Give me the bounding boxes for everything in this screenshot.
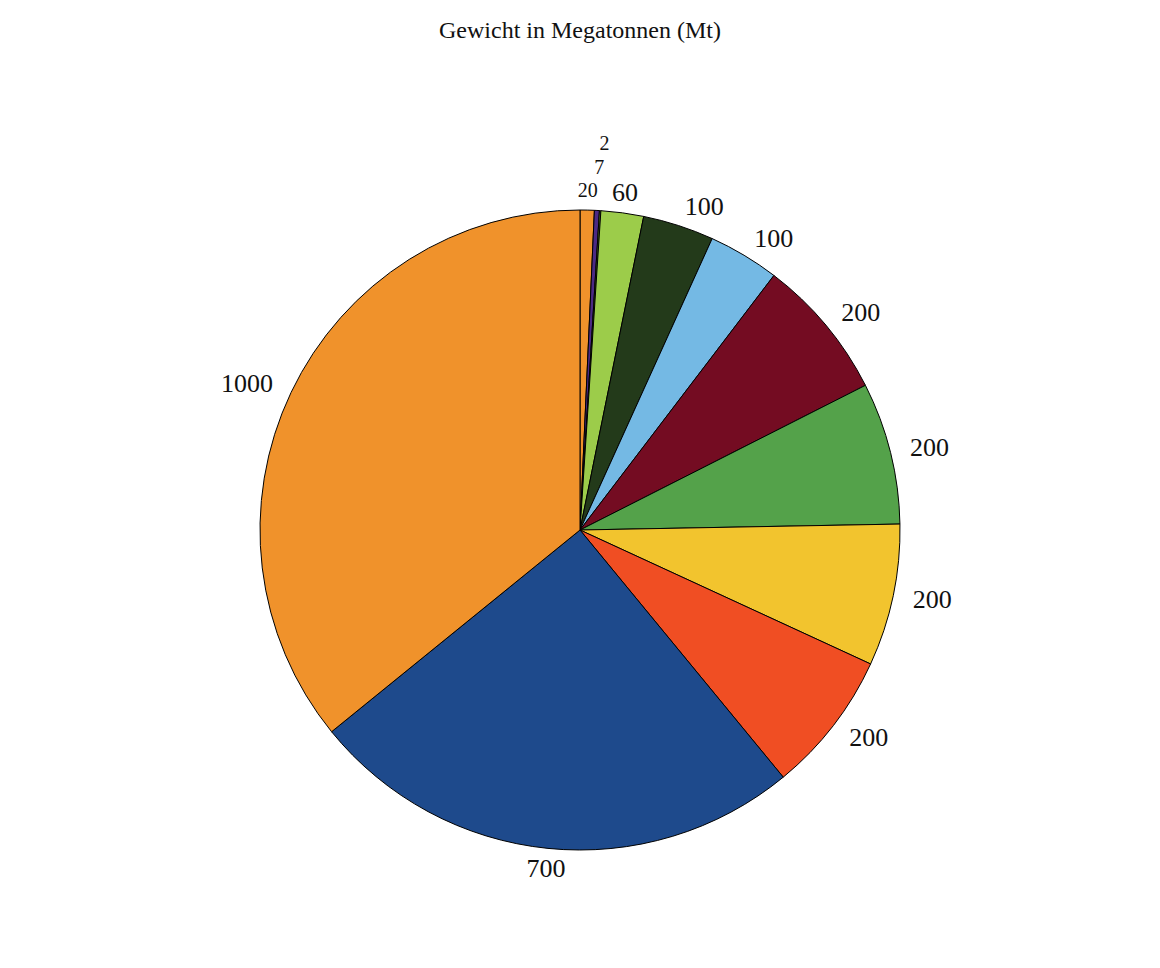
svg-text:200: 200 bbox=[849, 723, 888, 752]
svg-text:2: 2 bbox=[599, 132, 609, 154]
svg-text:700: 700 bbox=[526, 854, 565, 883]
svg-text:200: 200 bbox=[841, 298, 880, 327]
svg-text:60: 60 bbox=[612, 178, 638, 207]
svg-text:100: 100 bbox=[754, 224, 793, 253]
svg-text:100: 100 bbox=[685, 192, 724, 221]
svg-text:200: 200 bbox=[913, 585, 952, 614]
svg-text:7: 7 bbox=[594, 156, 604, 178]
svg-text:200: 200 bbox=[910, 433, 949, 462]
svg-text:1000: 1000 bbox=[221, 369, 273, 398]
html-text:Gewicht in Megatonnen (Mt): Gewicht in Megatonnen (Mt) bbox=[439, 17, 721, 43]
svg-text:20: 20 bbox=[578, 179, 598, 201]
